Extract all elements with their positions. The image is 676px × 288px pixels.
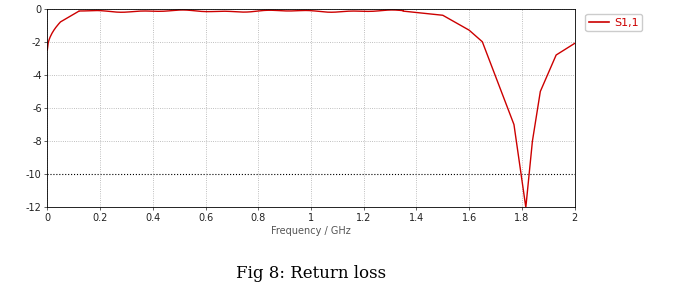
Legend: S1,1: S1,1 [585, 14, 642, 31]
X-axis label: Frequency / GHz: Frequency / GHz [271, 226, 351, 236]
Text: Fig 8: Return loss: Fig 8: Return loss [236, 265, 386, 282]
